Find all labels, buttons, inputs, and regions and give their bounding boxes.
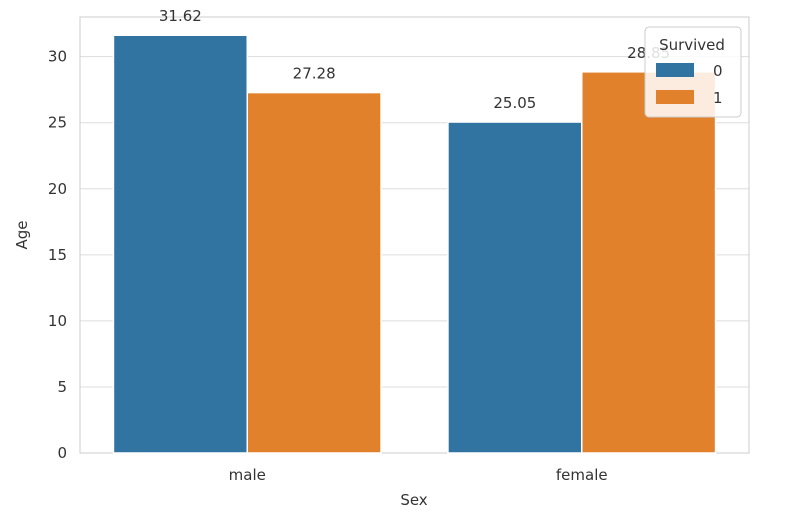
bar-female-1: [581, 71, 717, 454]
y-tick-label: 30: [48, 48, 67, 66]
y-axis-label: Age: [13, 220, 31, 249]
bar-male-0: [112, 34, 248, 454]
y-tick-label: 20: [48, 180, 67, 198]
legend-title: Survived: [659, 36, 725, 54]
legend-entry-1: 1: [713, 89, 723, 107]
x-tick-label: male: [229, 466, 266, 484]
bar-male-1: [246, 91, 382, 454]
legend: Survived 0 1: [644, 26, 742, 118]
y-axis-ticks: 0 5 10 15 20 25 30: [48, 48, 67, 462]
legend-swatch-0: [656, 63, 694, 77]
x-axis-ticks: male female: [229, 466, 608, 484]
data-label: 25.05: [493, 94, 536, 112]
y-tick-label: 10: [48, 312, 67, 330]
data-label: 27.28: [293, 65, 336, 83]
bars: [112, 34, 717, 454]
y-tick-label: 15: [48, 246, 67, 264]
plot-area-frame: [79, 16, 750, 454]
y-tick-label: 0: [57, 444, 67, 462]
y-tick-label: 5: [57, 378, 67, 396]
x-tick-label: female: [556, 466, 608, 484]
bar-female-0: [447, 121, 583, 454]
y-tick-label: 25: [48, 114, 67, 132]
x-axis-label: Sex: [400, 491, 427, 509]
legend-swatch-1: [656, 90, 694, 104]
data-label: 31.62: [159, 7, 202, 25]
legend-entry-0: 0: [713, 62, 723, 80]
